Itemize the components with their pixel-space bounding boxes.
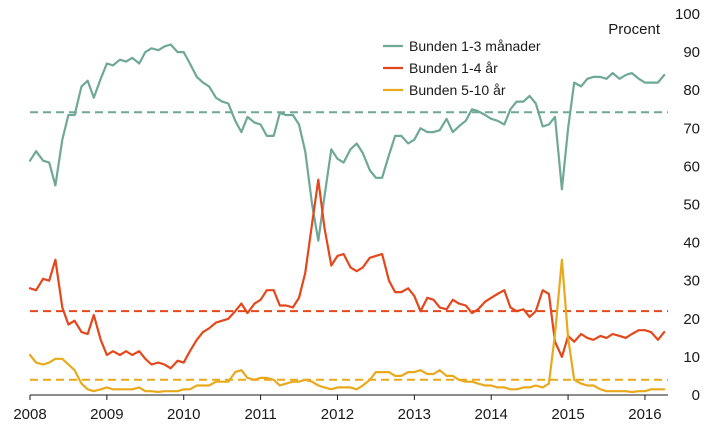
y-tick-label: 60 bbox=[683, 158, 700, 175]
y-tick-label: 80 bbox=[683, 82, 700, 99]
y-axis-ticks: 0 10 20 30 40 50 60 70 80 90 100 bbox=[675, 6, 700, 404]
series-lines bbox=[28, 43, 666, 394]
series-line-1 bbox=[28, 43, 666, 242]
legend: Bunden 1-3 månader Bunden 1-4 år Bunden 5-… bbox=[383, 38, 541, 98]
x-tick-label: 2010 bbox=[167, 406, 200, 423]
y-tick-label: 50 bbox=[683, 197, 700, 214]
y-tick-label: 70 bbox=[683, 120, 700, 137]
x-tick-label: 2011 bbox=[244, 406, 276, 423]
x-tick-label: 2015 bbox=[551, 406, 584, 423]
legend-label-3: Bunden 5-10 år bbox=[409, 82, 506, 98]
legend-label-1: Bunden 1-3 månader bbox=[409, 38, 541, 54]
legend-label-2: Bunden 1-4 år bbox=[409, 60, 498, 76]
y-tick-label: 20 bbox=[683, 311, 700, 328]
series-line-2 bbox=[28, 178, 666, 370]
x-tick-label: 2008 bbox=[13, 406, 46, 423]
y-tick-label: 100 bbox=[675, 6, 700, 23]
x-axis-ticks: 2008 2009 2010 2011 2012 2013 2014 2015 2016 bbox=[13, 395, 662, 423]
x-tick-label: 2016 bbox=[628, 406, 661, 423]
x-tick-label: 2014 bbox=[475, 406, 508, 423]
series-line-3 bbox=[28, 258, 666, 394]
y-tick-label: 40 bbox=[683, 235, 700, 252]
y-tick-label: 90 bbox=[683, 44, 700, 61]
y-tick-label: 30 bbox=[683, 273, 700, 290]
y-tick-label: 0 bbox=[692, 387, 700, 404]
x-tick-label: 2013 bbox=[398, 406, 431, 423]
y-tick-label: 10 bbox=[683, 349, 700, 366]
x-tick-label: 2009 bbox=[90, 406, 123, 423]
x-tick-label: 2012 bbox=[321, 406, 354, 423]
mean-reference-lines bbox=[30, 111, 668, 381]
y-axis-unit-label: Procent bbox=[608, 21, 661, 38]
